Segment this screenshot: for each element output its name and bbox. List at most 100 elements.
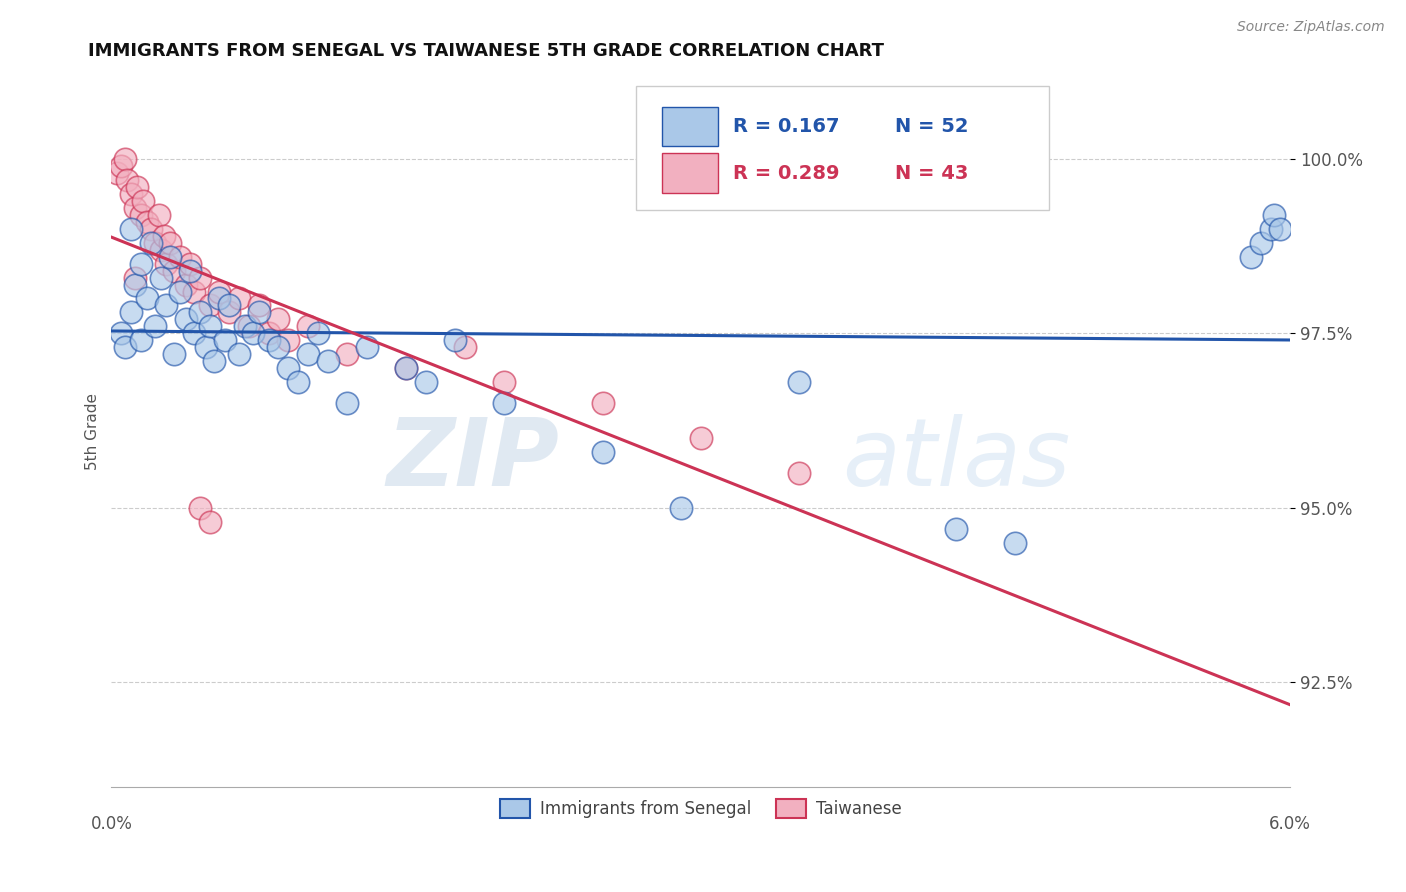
Text: N = 43: N = 43 [896,164,969,183]
Point [120,221,142,235]
Point [114,152,136,166]
Point [1263,208,1285,222]
Point [454,340,477,354]
Point [129,257,152,271]
Point [787,375,810,389]
Point [135,292,157,306]
Point [149,243,172,257]
FancyBboxPatch shape [662,106,718,146]
Point [316,354,339,368]
Point [233,319,256,334]
Point [787,466,810,480]
Point [945,522,967,536]
Point [1270,221,1292,235]
Point [188,305,211,319]
Point [228,292,250,306]
Point [174,277,197,292]
Point [208,292,231,306]
Point [124,270,146,285]
Point [114,340,136,354]
Point [120,305,142,319]
Point [218,305,240,319]
Point [257,334,280,348]
Point [125,179,148,194]
Point [277,361,299,376]
Point [153,228,176,243]
Point [247,298,270,312]
Point [214,334,236,348]
Point [242,326,264,341]
Point [169,250,191,264]
Point [247,305,270,319]
Point [444,334,467,348]
Text: R = 0.289: R = 0.289 [733,164,839,183]
Point [228,347,250,361]
Point [163,263,186,277]
Point [183,326,205,341]
Point [183,285,205,299]
Point [159,250,181,264]
Point [198,515,221,529]
Point [1004,535,1026,549]
Point [1250,235,1272,250]
Text: R = 0.167: R = 0.167 [733,117,839,136]
Point [163,347,186,361]
Point [494,396,516,410]
Point [494,375,516,389]
Point [356,340,378,354]
Point [188,500,211,515]
Point [287,375,309,389]
Point [143,319,166,334]
Point [179,263,201,277]
Text: ZIP: ZIP [387,414,560,506]
Text: Source: ZipAtlas.com: Source: ZipAtlas.com [1237,20,1385,34]
FancyBboxPatch shape [636,86,1049,211]
Text: 0.0%: 0.0% [90,815,132,833]
Point [336,347,359,361]
Point [202,354,225,368]
Point [135,215,157,229]
Point [267,340,290,354]
Point [297,319,319,334]
Point [132,194,155,208]
Point [198,319,221,334]
Text: atlas: atlas [842,414,1070,505]
Point [143,235,166,250]
Point [139,235,162,250]
Point [277,334,299,348]
Point [124,277,146,292]
Point [155,257,177,271]
Point [149,270,172,285]
Point [159,235,181,250]
Point [155,298,177,312]
Point [395,361,418,376]
Point [257,326,280,341]
Point [129,334,152,348]
Point [336,396,359,410]
Point [179,257,201,271]
Text: N = 52: N = 52 [896,117,969,136]
Y-axis label: 5th Grade: 5th Grade [86,392,100,469]
Point [198,298,221,312]
Text: IMMIGRANTS FROM SENEGAL VS TAIWANESE 5TH GRADE CORRELATION CHART: IMMIGRANTS FROM SENEGAL VS TAIWANESE 5TH… [87,42,884,60]
Point [1260,221,1282,235]
Point [169,285,191,299]
Point [669,500,692,515]
Point [592,396,614,410]
Point [592,445,614,459]
Point [110,159,132,173]
Point [194,340,217,354]
Point [124,201,146,215]
Point [307,326,329,341]
Point [110,326,132,341]
Legend: Immigrants from Senegal, Taiwanese: Immigrants from Senegal, Taiwanese [494,792,908,825]
Point [174,312,197,326]
Point [267,312,290,326]
Point [297,347,319,361]
Point [129,208,152,222]
Point [105,166,128,180]
Point [415,375,437,389]
Point [1240,250,1263,264]
Point [689,431,711,445]
Text: 6.0%: 6.0% [1270,815,1312,833]
